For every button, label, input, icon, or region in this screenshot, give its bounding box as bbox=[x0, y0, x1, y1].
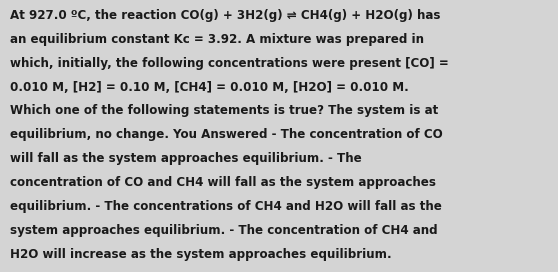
Text: will fall as the system approaches equilibrium. - The: will fall as the system approaches equil… bbox=[10, 152, 362, 165]
Text: 0.010 M, [H2] = 0.10 M, [CH4] = 0.010 M, [H2O] = 0.010 M.: 0.010 M, [H2] = 0.10 M, [CH4] = 0.010 M,… bbox=[10, 81, 409, 94]
Text: At 927.0 ºC, the reaction CO(g) + 3H2(g) ⇌ CH4(g) + H2O(g) has: At 927.0 ºC, the reaction CO(g) + 3H2(g)… bbox=[10, 9, 441, 22]
Text: system approaches equilibrium. - The concentration of CH4 and: system approaches equilibrium. - The con… bbox=[10, 224, 437, 237]
Text: Which one of the following statements is true? The system is at: Which one of the following statements is… bbox=[10, 104, 438, 118]
Text: which, initially, the following concentrations were present [CO] =: which, initially, the following concentr… bbox=[10, 57, 449, 70]
Text: equilibrium, no change. You Answered - The concentration of CO: equilibrium, no change. You Answered - T… bbox=[10, 128, 443, 141]
Text: an equilibrium constant Kc = 3.92. A mixture was prepared in: an equilibrium constant Kc = 3.92. A mix… bbox=[10, 33, 424, 46]
Text: equilibrium. - The concentrations of CH4 and H2O will fall as the: equilibrium. - The concentrations of CH4… bbox=[10, 200, 442, 213]
Text: H2O will increase as the system approaches equilibrium.: H2O will increase as the system approach… bbox=[10, 248, 392, 261]
Text: concentration of CO and CH4 will fall as the system approaches: concentration of CO and CH4 will fall as… bbox=[10, 176, 436, 189]
